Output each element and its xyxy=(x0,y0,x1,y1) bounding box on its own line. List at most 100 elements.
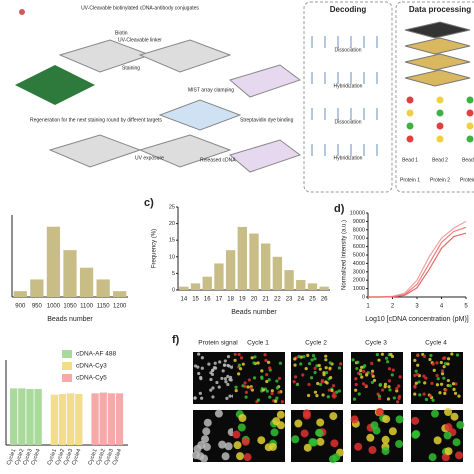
x-tick-label: 23 xyxy=(286,297,293,303)
spot xyxy=(217,385,221,389)
spot xyxy=(275,379,279,383)
spot xyxy=(218,440,227,449)
bar xyxy=(272,256,283,290)
bar xyxy=(307,283,318,290)
icon xyxy=(19,9,25,15)
spot xyxy=(375,353,379,357)
x-tick-label: Cycle2 xyxy=(95,448,106,466)
dot xyxy=(466,109,474,117)
spot xyxy=(433,436,442,445)
spot xyxy=(414,369,418,373)
spot xyxy=(197,352,201,356)
spot xyxy=(329,376,333,380)
spot xyxy=(291,435,300,444)
y-tick-label: 6000 xyxy=(353,244,365,250)
spot xyxy=(223,363,227,367)
y-tick-label: 1000 xyxy=(353,286,365,292)
spot xyxy=(306,353,310,357)
bar xyxy=(261,243,271,290)
x-tick-label: 20 xyxy=(251,297,258,303)
spot xyxy=(226,363,230,368)
spot xyxy=(295,382,299,387)
spot xyxy=(358,372,363,376)
spot xyxy=(361,382,366,386)
bar xyxy=(319,286,329,290)
spot xyxy=(299,362,303,366)
spot xyxy=(392,396,396,400)
spot xyxy=(390,373,394,377)
spot xyxy=(304,366,308,371)
well xyxy=(138,134,232,168)
panel-label: c) xyxy=(144,197,154,209)
spot xyxy=(440,372,445,376)
well xyxy=(138,39,232,73)
spot xyxy=(330,388,334,393)
spot xyxy=(247,378,251,382)
x-label: Beads number xyxy=(47,316,93,323)
spot xyxy=(432,368,436,372)
bar xyxy=(30,279,44,297)
spot xyxy=(252,361,256,365)
spot xyxy=(325,371,329,375)
spot xyxy=(324,380,328,384)
spot xyxy=(380,352,384,356)
spot xyxy=(315,394,319,398)
panel-label: d) xyxy=(334,203,345,215)
bar xyxy=(10,388,18,445)
decoding-box xyxy=(303,1,393,193)
spot xyxy=(446,357,451,361)
spot xyxy=(388,388,392,392)
spot xyxy=(430,409,439,418)
spot xyxy=(202,427,211,436)
spot xyxy=(366,433,375,442)
text: Released cDNA xyxy=(200,157,236,163)
spot xyxy=(334,390,339,394)
spot xyxy=(237,363,241,367)
spot xyxy=(424,376,428,380)
spot xyxy=(417,380,421,384)
spot xyxy=(253,355,257,359)
spot xyxy=(260,375,264,379)
x-tick-label: 24 xyxy=(297,297,304,303)
bar xyxy=(202,276,212,290)
spot xyxy=(422,374,426,378)
spot xyxy=(428,394,433,398)
legend-swatch xyxy=(62,374,72,382)
spot xyxy=(370,372,374,376)
dot xyxy=(436,109,444,117)
spot xyxy=(448,384,452,388)
spot xyxy=(422,392,426,396)
x-tick-label: Cycle1 xyxy=(87,448,98,466)
dot xyxy=(466,96,474,104)
spot xyxy=(383,382,388,386)
spot xyxy=(310,358,314,362)
spot xyxy=(370,369,375,373)
spot xyxy=(388,427,397,436)
spot xyxy=(226,382,230,387)
spot xyxy=(224,380,228,384)
spot xyxy=(452,438,461,447)
array xyxy=(15,65,95,105)
spot xyxy=(413,358,417,362)
spot xyxy=(243,381,247,385)
spot xyxy=(221,452,230,461)
spot xyxy=(241,437,250,446)
spot xyxy=(303,443,312,452)
y-tick-label: 9000 xyxy=(353,219,365,225)
spot xyxy=(366,371,370,375)
step: Hybridization xyxy=(334,155,363,161)
spot xyxy=(377,394,382,398)
spot xyxy=(451,382,456,386)
text: Streptavidin dye binding xyxy=(240,117,294,123)
text: UV-Cleavable linker xyxy=(118,37,162,43)
y-tick-label: 3000 xyxy=(353,269,365,275)
x-tick-label: 1100 xyxy=(80,304,94,310)
bar xyxy=(50,394,59,445)
line xyxy=(368,226,467,298)
spot xyxy=(326,395,330,399)
spot xyxy=(386,360,390,364)
spot xyxy=(435,383,440,387)
line xyxy=(368,232,467,298)
spot xyxy=(441,453,450,462)
x-label: Beads number xyxy=(231,309,277,316)
